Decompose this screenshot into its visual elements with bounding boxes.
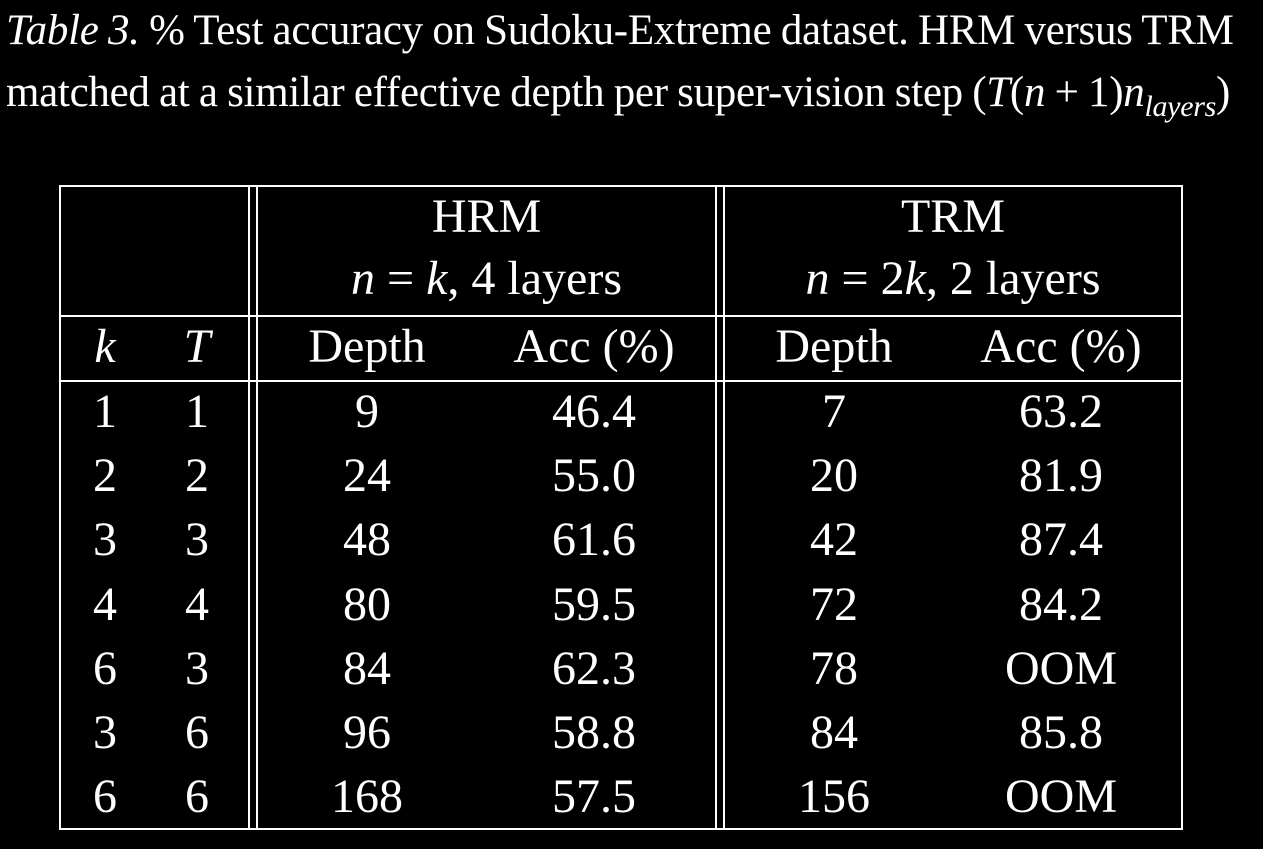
cell-hrm-depth: 48 <box>343 513 391 567</box>
cell-k: 6 <box>93 641 117 695</box>
caption-math-plus: + 1) <box>1045 69 1124 116</box>
cell-hrm-acc: 58.8 <box>552 706 636 759</box>
cell-trm-depth: 84 <box>810 706 858 759</box>
cell-trm-depth: 7 <box>822 385 846 438</box>
cell-trm-depth: 156 <box>798 770 870 824</box>
cell-k: 2 <box>93 449 117 503</box>
caption-math-n2: n <box>1123 69 1145 116</box>
caption-close: ) <box>1215 69 1230 116</box>
caption-math-sub: layers <box>1144 90 1216 123</box>
cell-T: 1 <box>185 385 209 438</box>
cell-trm-acc: OOM <box>1004 641 1117 695</box>
cell-T: 4 <box>185 577 209 631</box>
header-T: T <box>183 320 211 373</box>
cell-hrm-acc: 59.5 <box>552 577 636 631</box>
cell-hrm-depth: 9 <box>355 385 379 438</box>
cell-trm-depth: 72 <box>810 577 858 631</box>
cell-hrm-acc: 62.3 <box>552 641 636 695</box>
cell-hrm-acc: 55.0 <box>552 449 636 503</box>
caption-math-open: ( <box>1009 69 1024 116</box>
caption-label: Table 3. <box>6 7 140 54</box>
cell-trm-acc: 81.9 <box>1019 449 1103 503</box>
cell-hrm-acc: 57.5 <box>552 770 636 824</box>
cell-trm-acc: 87.4 <box>1019 513 1103 567</box>
cell-T: 3 <box>185 641 209 695</box>
rule-h2 <box>61 380 1181 382</box>
rule-v4 <box>723 187 725 828</box>
header-hrm-acc: Acc (%) <box>513 320 675 373</box>
cell-trm-acc: 85.8 <box>1019 706 1103 759</box>
cell-trm-depth: 42 <box>810 513 858 567</box>
rule-v3 <box>715 187 717 828</box>
cell-T: 6 <box>185 706 209 759</box>
header-trm-depth: Depth <box>775 320 893 373</box>
group-trm-name: TRM <box>900 190 1005 243</box>
header-trm-acc: Acc (%) <box>980 320 1142 373</box>
cell-T: 3 <box>185 513 209 567</box>
cell-hrm-depth: 84 <box>343 641 391 695</box>
results-table: HRM n = k, 4 layers TRM n = 2k, 2 layers… <box>59 185 1183 830</box>
table-caption: Table 3. % Test accuracy on Sudoku-Extre… <box>6 0 1258 124</box>
header-k: k <box>94 320 116 373</box>
caption-math-n: n <box>1023 69 1046 116</box>
cell-hrm-depth: 24 <box>343 449 391 503</box>
cell-trm-depth: 20 <box>810 449 858 503</box>
caption-math-T: T <box>986 69 1010 116</box>
rule-v1 <box>248 187 250 828</box>
cell-k: 3 <box>93 706 117 759</box>
caption-text: % Test accuracy on Sudoku-Extreme datase… <box>6 7 1234 116</box>
cell-k: 3 <box>93 513 117 567</box>
group-hrm-name: HRM <box>431 190 542 243</box>
cell-T: 2 <box>185 449 209 503</box>
group-trm-setting: n = 2k, 2 layers <box>805 252 1101 305</box>
group-hrm-setting: n = k, 4 layers <box>351 252 622 305</box>
cell-T: 6 <box>185 770 209 824</box>
cell-trm-acc: 84.2 <box>1019 577 1103 631</box>
cell-hrm-depth: 80 <box>343 577 391 631</box>
cell-hrm-acc: 46.4 <box>552 385 636 438</box>
cell-trm-acc: 63.2 <box>1019 385 1103 438</box>
rule-h1 <box>61 315 1181 317</box>
cell-hrm-acc: 61.6 <box>552 513 636 567</box>
cell-hrm-depth: 168 <box>331 770 403 824</box>
header-hrm-depth: Depth <box>308 320 426 373</box>
cell-k: 1 <box>93 385 117 438</box>
cell-trm-acc: OOM <box>1004 770 1117 824</box>
cell-trm-depth: 78 <box>810 641 858 695</box>
cell-hrm-depth: 96 <box>343 706 391 759</box>
cell-k: 4 <box>93 577 117 631</box>
rule-v2 <box>256 187 258 828</box>
cell-k: 6 <box>93 770 117 824</box>
